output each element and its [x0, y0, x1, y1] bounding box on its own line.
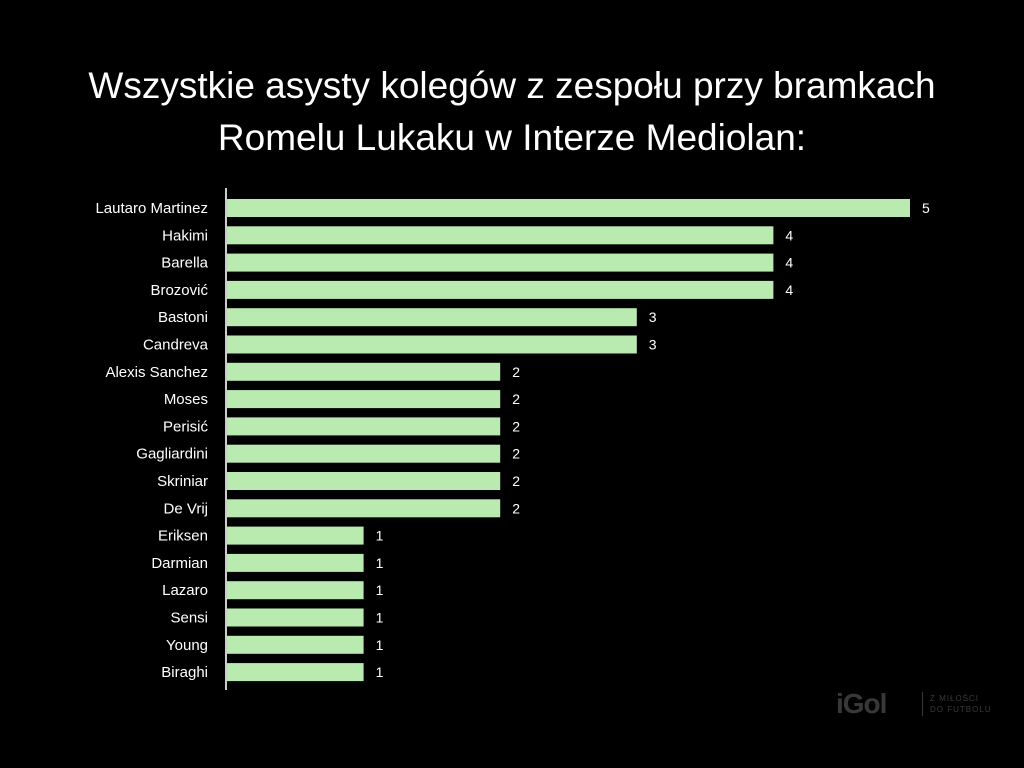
category-label: Candreva: [143, 337, 209, 354]
category-label: Bastoni: [158, 309, 208, 326]
bar: [227, 635, 364, 654]
bar: [227, 417, 501, 436]
value-label: 1: [376, 637, 384, 653]
bar: [227, 663, 364, 682]
watermark-tagline: Z MIŁOŚCI DO FUTBOLU: [930, 694, 992, 714]
category-label: De Vrij: [164, 500, 208, 517]
category-label: Skriniar: [157, 473, 208, 490]
value-label: 2: [512, 500, 520, 516]
category-label: Biraghi: [161, 664, 208, 681]
value-label: 1: [376, 610, 384, 626]
bar: [227, 308, 637, 327]
value-label: 1: [376, 582, 384, 598]
bar: [227, 253, 774, 272]
value-label: 2: [512, 446, 520, 462]
value-label: 4: [785, 255, 793, 271]
chart-title: Wszystkie asysty kolegów z zespołu przy …: [0, 60, 1024, 164]
bar: [227, 199, 910, 217]
category-label: Brozović: [150, 282, 208, 299]
bar: [227, 472, 501, 490]
category-label: Darmian: [151, 555, 208, 572]
igol-logo: iGol: [836, 688, 887, 719]
category-label: Lazaro: [162, 582, 208, 599]
value-label: 2: [512, 364, 520, 380]
category-label: Young: [166, 637, 208, 654]
value-label: 4: [785, 227, 793, 243]
value-label: 1: [376, 555, 384, 571]
value-label: 2: [512, 418, 520, 434]
bar: [227, 526, 364, 545]
value-label: 5: [922, 200, 930, 216]
category-label: Sensi: [170, 610, 208, 627]
bar: [227, 581, 364, 600]
category-label: Barella: [161, 255, 208, 272]
category-label: Perisić: [163, 418, 209, 435]
chart-title-line-1: Wszystkie asysty kolegów z zespołu przy …: [88, 65, 936, 106]
category-label: Moses: [164, 391, 208, 408]
bar: [227, 553, 364, 572]
category-label: Hakimi: [162, 227, 208, 244]
bar: [227, 608, 364, 627]
value-label: 2: [512, 473, 520, 489]
bar: [227, 362, 501, 381]
watermark-divider: [922, 692, 923, 716]
value-label: 1: [376, 664, 384, 680]
category-label: Lautaro Martinez: [95, 200, 208, 217]
category-label: Eriksen: [158, 528, 208, 545]
chart-title-line-2: Romelu Lukaku w Interze Mediolan:: [217, 117, 807, 158]
bar: [227, 390, 501, 409]
bar: [227, 280, 774, 299]
igol-watermark: iGol Z MIŁOŚCI DO FUTBOLU: [836, 688, 996, 722]
value-label: 3: [649, 337, 657, 353]
category-label: Alexis Sanchez: [105, 364, 208, 381]
value-label: 4: [785, 282, 793, 298]
bar: [227, 499, 501, 518]
value-label: 3: [649, 309, 657, 325]
bar: [227, 444, 501, 463]
bar: [227, 335, 637, 354]
category-label: Gagliardini: [136, 446, 208, 463]
value-label: 2: [512, 391, 520, 407]
value-label: 1: [376, 528, 384, 544]
bar: [227, 226, 774, 245]
